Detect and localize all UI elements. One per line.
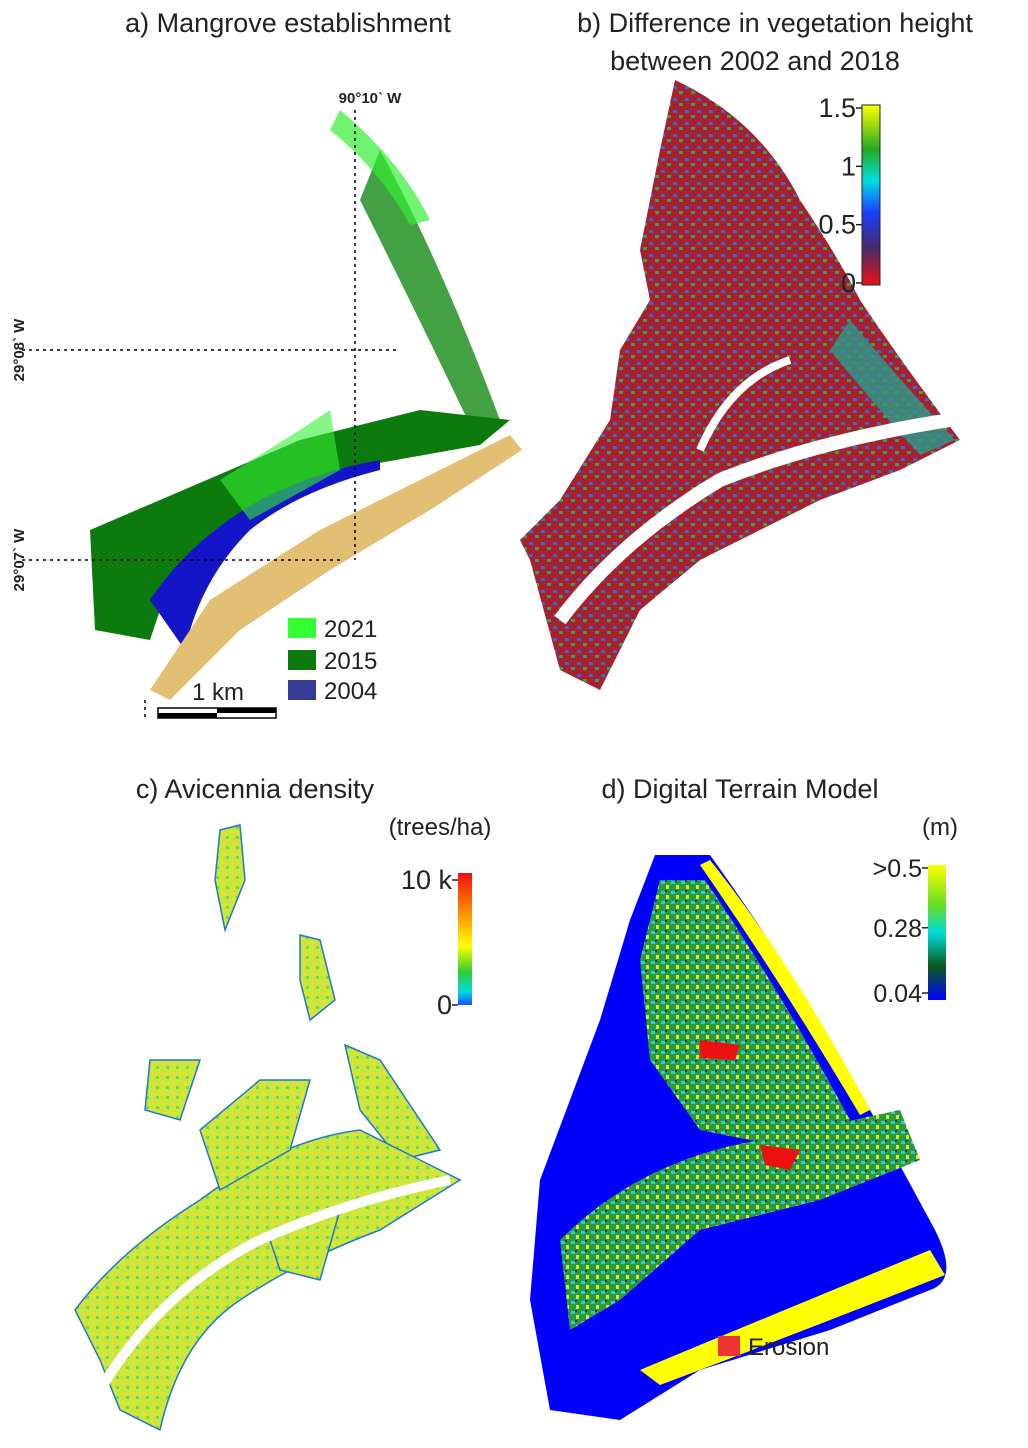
- panel-title: a) Mangrove establishment: [125, 8, 451, 38]
- legend-label: Erosion: [748, 1334, 829, 1361]
- colorbar-tick-label: 1: [841, 151, 856, 181]
- colorbar-tick-label: 1.5: [818, 93, 856, 123]
- panel-b: b) Difference in vegetation height betwe…: [520, 8, 973, 690]
- scale-bar-label: 1 km: [192, 679, 244, 706]
- panel-title: b) Difference in vegetation height: [577, 8, 973, 38]
- latitude-label: 29°07` W: [11, 528, 28, 592]
- colorbar: [458, 873, 472, 1005]
- legend-swatch: [288, 650, 316, 670]
- colorbar-tick-label: 0.04: [873, 980, 922, 1008]
- scale-bar: [217, 708, 276, 713]
- panel-title: c) Avicennia density: [136, 774, 375, 804]
- panel-a: a) Mangrove establishment 90°10` W 29°08…: [11, 8, 522, 720]
- colorbar: [928, 865, 946, 1000]
- latitude-label: 29°08` W: [11, 318, 28, 382]
- colorbar-tick-label: 10 k: [401, 865, 453, 895]
- legend-swatch: [718, 1336, 740, 1356]
- colorbar-tick-label: >0.5: [873, 855, 922, 883]
- panel-title: d) Digital Terrain Model: [601, 774, 878, 804]
- scale-bar: [158, 713, 217, 718]
- longitude-label: 90°10` W: [339, 90, 403, 107]
- colorbar-tick-label: 0.5: [818, 210, 856, 240]
- legend-label: 2004: [324, 678, 377, 705]
- legend-swatch: [288, 618, 316, 638]
- colorbar: [862, 105, 880, 285]
- colorbar-unit: (m): [922, 814, 958, 841]
- legend-label: 2021: [324, 616, 377, 643]
- colorbar-tick-label: 0: [437, 990, 452, 1020]
- figure: a) Mangrove establishment 90°10` W 29°08…: [0, 0, 1028, 1448]
- colorbar-tick-label: 0: [841, 268, 856, 298]
- panel-title: between 2002 and 2018: [610, 46, 900, 76]
- colorbar-unit: (trees/ha): [389, 814, 492, 841]
- legend-swatch: [288, 680, 316, 700]
- colorbar-tick-label: 0.28: [873, 915, 922, 943]
- legend-label: 2015: [324, 648, 377, 675]
